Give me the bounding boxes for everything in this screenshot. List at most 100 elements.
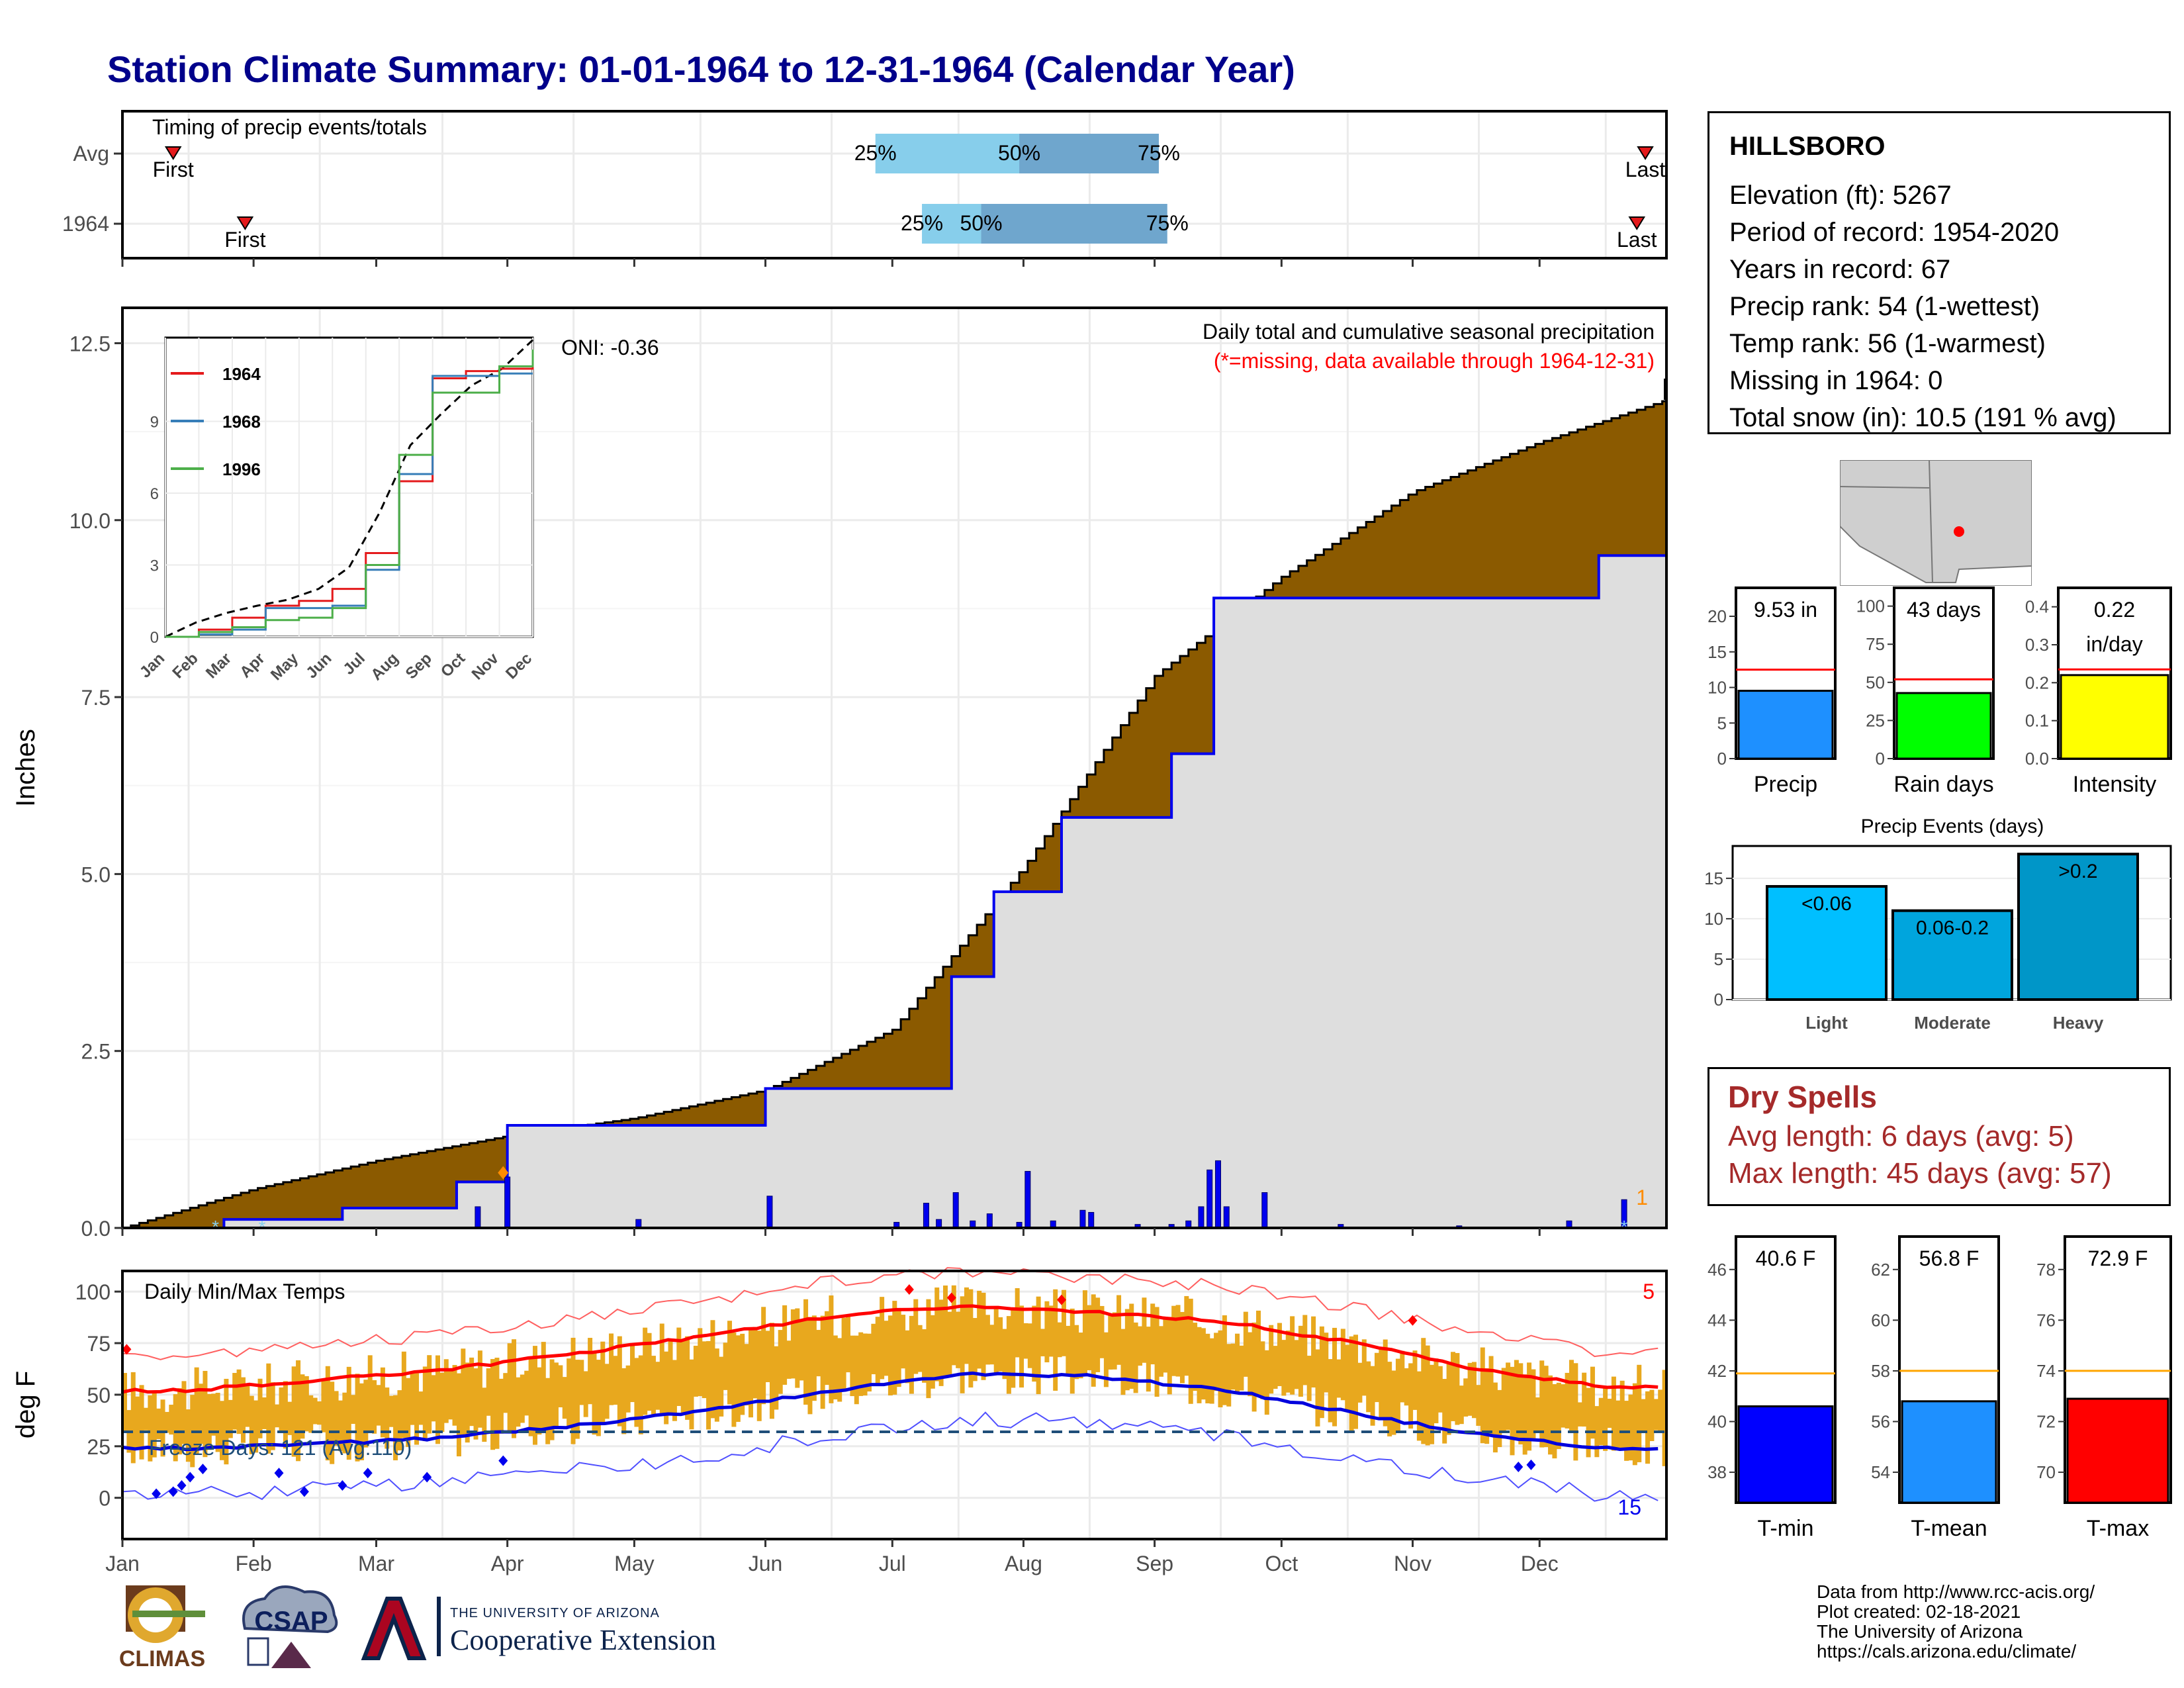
daily-temp-bar (1543, 1366, 1549, 1448)
daily-temp-bar (1425, 1345, 1430, 1446)
daily-temp-bar (1184, 1295, 1189, 1376)
daily-temp-bar (1619, 1380, 1625, 1449)
record-low-marker (299, 1486, 309, 1497)
daily-temp-bar (236, 1369, 242, 1434)
daily-temp-bar (880, 1297, 885, 1380)
event-bar-label: >0.2 (2058, 861, 2097, 882)
record-low-count: 15 (1617, 1495, 1641, 1519)
daily-temp-bar (1565, 1372, 1570, 1429)
tmin-value-label: 40.6 F (1756, 1246, 1816, 1270)
tmean-y-tick-label: 62 (1871, 1260, 1890, 1280)
daily-temp-bar (520, 1374, 525, 1423)
event-category-label: Light (1805, 1013, 1848, 1033)
daily-temp-bar (1615, 1400, 1621, 1449)
daily-temp-bar (503, 1373, 508, 1413)
daily-temp-bar (887, 1315, 893, 1395)
daily-temp-bar (985, 1315, 990, 1365)
precip-y-tick-label: 2.5 (81, 1040, 111, 1064)
daily-temp-bar (998, 1317, 1003, 1372)
daily-temp-bar (617, 1336, 622, 1427)
daily-temp-bar (740, 1333, 745, 1415)
station-detail-line: Years in record: 67 (1729, 255, 1951, 284)
daily-temp-bar (330, 1382, 335, 1464)
record-low-marker (338, 1480, 347, 1491)
climas-logo: CLIMAS (119, 1585, 205, 1671)
daily-precip-bar (1223, 1206, 1230, 1229)
daily-temp-bar (1353, 1335, 1358, 1429)
daily-temp-bar (1264, 1350, 1269, 1415)
daily-temp-bar (152, 1390, 157, 1458)
daily-temp-bar (1112, 1312, 1117, 1370)
daily-temp-bar (744, 1344, 749, 1406)
precip-y-tick-label: 7.5 (81, 686, 111, 710)
daily-temp-bar (862, 1333, 868, 1396)
daily-temp-bar (909, 1315, 914, 1394)
daily-temp-bar (516, 1377, 521, 1427)
daily-temp-bar (714, 1348, 719, 1422)
daily-temp-bar (655, 1362, 660, 1410)
daily-temp-bar (385, 1387, 390, 1449)
daily-temp-bar (1552, 1383, 1557, 1459)
daily-temp-bar (769, 1323, 774, 1419)
record-low-marker (1526, 1459, 1536, 1470)
daily-temp-bar (592, 1351, 597, 1435)
intensity-value-label: 0.22 (2094, 598, 2135, 622)
daily-temp-bar (448, 1370, 453, 1420)
daily-temp-bar (211, 1393, 216, 1436)
timing-bar-lower (875, 134, 1020, 173)
daily-precip-bar (475, 1206, 481, 1229)
tmax-x-label: T-max (2087, 1516, 2149, 1541)
daily-temp-bar (926, 1299, 931, 1399)
daily-temp-bar (854, 1335, 859, 1405)
temp-frame (121, 1270, 1668, 1540)
precip-y-tick-label: 0.0 (81, 1217, 111, 1241)
daily-temp-bar (659, 1323, 664, 1414)
daily-temp-bar (956, 1311, 961, 1368)
tmean-y-tick-label: 56 (1871, 1411, 1890, 1431)
daily-temp-bar (1197, 1327, 1202, 1403)
daily-temp-bar (541, 1342, 546, 1429)
daily-temp-bar (829, 1295, 834, 1403)
record-high-line (122, 1267, 1659, 1360)
daily-temp-bar (355, 1374, 360, 1462)
intensity-y-tick-label: 0.3 (2025, 635, 2049, 655)
daily-temp-bar (820, 1315, 825, 1409)
temp-y-tick-label: 0 (99, 1487, 111, 1511)
daily-temp-bar (1484, 1368, 1490, 1444)
daily-temp-bar (401, 1351, 406, 1438)
daily-temp-bar (494, 1358, 500, 1449)
daily-temp-bar (803, 1299, 809, 1405)
inset-plot-bg (164, 336, 534, 638)
daily-temp-bar (917, 1325, 923, 1372)
tmean-y-tick-label: 54 (1871, 1462, 1890, 1482)
daily-temp-bar (1290, 1316, 1295, 1395)
daily-temp-bar (439, 1372, 445, 1432)
daily-temp-bar (1061, 1289, 1066, 1356)
daily-temp-bar (1628, 1394, 1633, 1461)
daily-temp-bar (257, 1378, 263, 1438)
daily-temp-bar (1527, 1362, 1532, 1451)
record-low-marker (198, 1464, 208, 1475)
daily-temp-bar (1294, 1340, 1299, 1389)
daily-temp-bar (1103, 1332, 1109, 1387)
daily-temp-bar (719, 1356, 724, 1417)
daily-temp-bar (1129, 1303, 1134, 1389)
precip-total-y-tick-label: 0 (1717, 749, 1727, 769)
daily-temp-bar (600, 1341, 606, 1425)
tmax-value-label: 72.9 F (2088, 1246, 2148, 1270)
intensity-x-label: Intensity (2073, 772, 2157, 797)
daily-temp-bar (1069, 1308, 1075, 1394)
intensity-y-tick-label: 0.2 (2025, 673, 2049, 692)
credit-line: The University of Arizona (1817, 1621, 2023, 1642)
daily-temp-bar (1383, 1339, 1388, 1427)
daily-temp-bar (723, 1342, 728, 1390)
station-detail-line: Precip rank: 54 (1-wettest) (1729, 292, 2040, 321)
timing-bar-upper (981, 204, 1167, 244)
daily-temp-bar (871, 1323, 876, 1375)
tmean-y-tick-label: 60 (1871, 1310, 1890, 1330)
daily-temp-bar (266, 1363, 271, 1454)
daily-temp-bar (1603, 1386, 1608, 1451)
daily-temp-bar (1193, 1323, 1198, 1391)
daily-temp-bar (1251, 1322, 1257, 1412)
first-event-label: First (224, 228, 265, 252)
